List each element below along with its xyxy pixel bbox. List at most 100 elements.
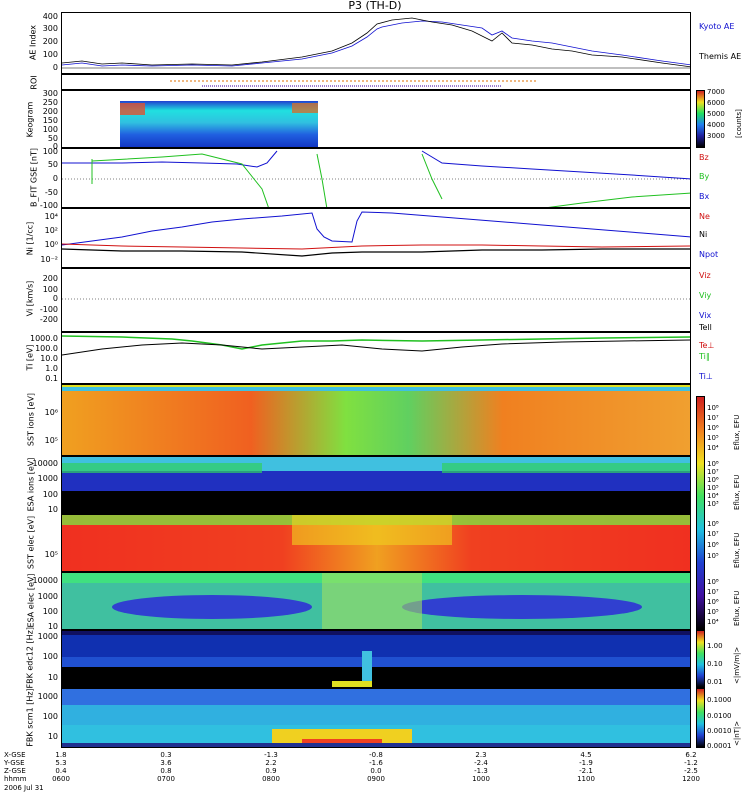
cbar-tick: 10⁵ [707, 484, 719, 492]
tick: 0.1 [45, 374, 58, 383]
fbk-b-panel [61, 688, 691, 748]
spec-colorbar-1 [696, 396, 705, 630]
cbar-tick: 10⁸ [707, 460, 719, 468]
tick: 100 [42, 652, 58, 661]
density-ylabel: Ni [1/cc] [25, 221, 35, 256]
by-line-4 [548, 192, 690, 207]
x-row-label: hhmm [4, 775, 27, 783]
tick: 10⁵ [44, 436, 58, 445]
tick: 10 [47, 505, 58, 514]
esa-ions-cbar-label: Eflux, EFU [733, 474, 741, 510]
sst-ions-cbar-label: Eflux, EFU [733, 414, 741, 450]
cbar-tick: 10⁴ [707, 618, 719, 626]
esa-ions-svg [62, 457, 690, 513]
ni-line [62, 211, 690, 246]
x-tick-y: 3.6 [160, 759, 172, 767]
esa-ions-black-band [62, 491, 690, 513]
x-tick-z: 0.4 [55, 767, 67, 775]
bx-line-2 [421, 150, 690, 180]
by-line-2 [316, 153, 328, 207]
legend-by: By [699, 172, 710, 181]
sst-ions-svg [62, 385, 690, 455]
tick: 10⁶ [44, 408, 58, 417]
x-tick-z: 0.8 [160, 767, 172, 775]
fbk-e-panel [61, 630, 691, 688]
cbar-tick: 3000 [707, 132, 725, 140]
bfield-panel [61, 148, 691, 208]
cbar-tick: 10⁴ [707, 492, 719, 500]
tick: 100 [42, 125, 58, 134]
cbar-tick: 10⁷ [707, 468, 719, 476]
tick: 1000 [37, 474, 58, 483]
npot-line [62, 248, 690, 257]
tick: 50 [47, 134, 58, 143]
tick: 150 [42, 116, 58, 125]
fbk-e-band-1 [62, 635, 690, 657]
cbar-tick: 10⁸ [707, 578, 719, 586]
esa-elec-blob-2 [402, 595, 642, 619]
x-tick-y: -1.6 [369, 759, 383, 767]
tick: 0 [52, 142, 58, 151]
ti-line [62, 335, 690, 350]
sst-elec-svg [62, 515, 690, 571]
tick: -200 [39, 315, 58, 324]
cbar-tick: 10³ [707, 500, 719, 508]
tick: 1.0 [45, 364, 58, 373]
legend-ti-par: Ti∥ [699, 352, 710, 361]
tick: 100 [42, 607, 58, 616]
x-tick-t: 1000 [472, 775, 490, 783]
esa-elec-panel [61, 572, 691, 630]
legend-ne: Ne [699, 212, 710, 221]
cbar-tick: 10⁸ [707, 520, 719, 528]
x-row-label: Y-GSE [4, 759, 25, 767]
cbar-tick: 0.0001 [707, 742, 732, 750]
x-tick-y: -2.4 [474, 759, 488, 767]
tick: 0 [52, 294, 58, 303]
tell-line [62, 339, 690, 356]
ae-svg [62, 17, 690, 69]
tick: -50 [44, 188, 58, 197]
fbk-b-cbar-label: <|nT|> [733, 720, 741, 746]
legend-themis-ae: Themis AE [699, 52, 742, 61]
keogram-svg [120, 101, 318, 147]
cbar-tick: 5000 [707, 110, 725, 118]
sst-elec-ylabel: SST elec [eV] [26, 515, 36, 570]
tick: 0 [52, 174, 58, 183]
x-tick-z: 0.9 [265, 767, 277, 775]
x-tick-z: 0.0 [370, 767, 382, 775]
fbk-e-cbar-label: <|mV/m|> [733, 646, 741, 684]
cbar-tick: 10⁶ [707, 424, 719, 432]
esa-elec-cbar-label: Eflux, EFU [733, 590, 741, 626]
x-tick-t: 0600 [52, 775, 70, 783]
fbk-e-svg [62, 631, 690, 687]
legend-viz: Viz [699, 271, 711, 280]
tick: 100.0 [35, 344, 58, 353]
kyoto-ae-line [62, 20, 690, 67]
cbar-tick: 10⁸ [707, 404, 719, 412]
legend-bx: Bx [699, 192, 710, 201]
esa-ions-panel [61, 456, 691, 514]
sst-elec-cbar-label: Eflux, EFU [733, 532, 741, 568]
x-tick-x: 0.3 [160, 751, 172, 759]
tick: 10 [47, 732, 58, 741]
x-tick-x: 6.2 [685, 751, 697, 759]
tick: -100 [39, 201, 58, 210]
tick: 10000 [32, 459, 58, 468]
cbar-tick: 10⁶ [707, 541, 719, 549]
cbar-tick: 10⁵ [707, 434, 719, 442]
x-tick-x: -0.8 [369, 751, 383, 759]
tick: 100 [42, 285, 58, 294]
tick: 10⁰ [44, 240, 58, 249]
legend-npot: Npot [699, 250, 719, 259]
legend-viy: Viy [699, 291, 712, 300]
roi-panel [61, 74, 691, 90]
x-row-label: Z-GSE [4, 767, 26, 775]
ae-panel [61, 12, 691, 74]
density-panel [61, 208, 691, 268]
cbar-tick: 0.10 [707, 660, 723, 668]
x-tick-y: 2.2 [265, 759, 277, 767]
tick: 400 [42, 12, 58, 21]
tick: 250 [42, 98, 58, 107]
x-tick-x: -1.3 [264, 751, 278, 759]
x-tick-z: -1.3 [474, 767, 488, 775]
